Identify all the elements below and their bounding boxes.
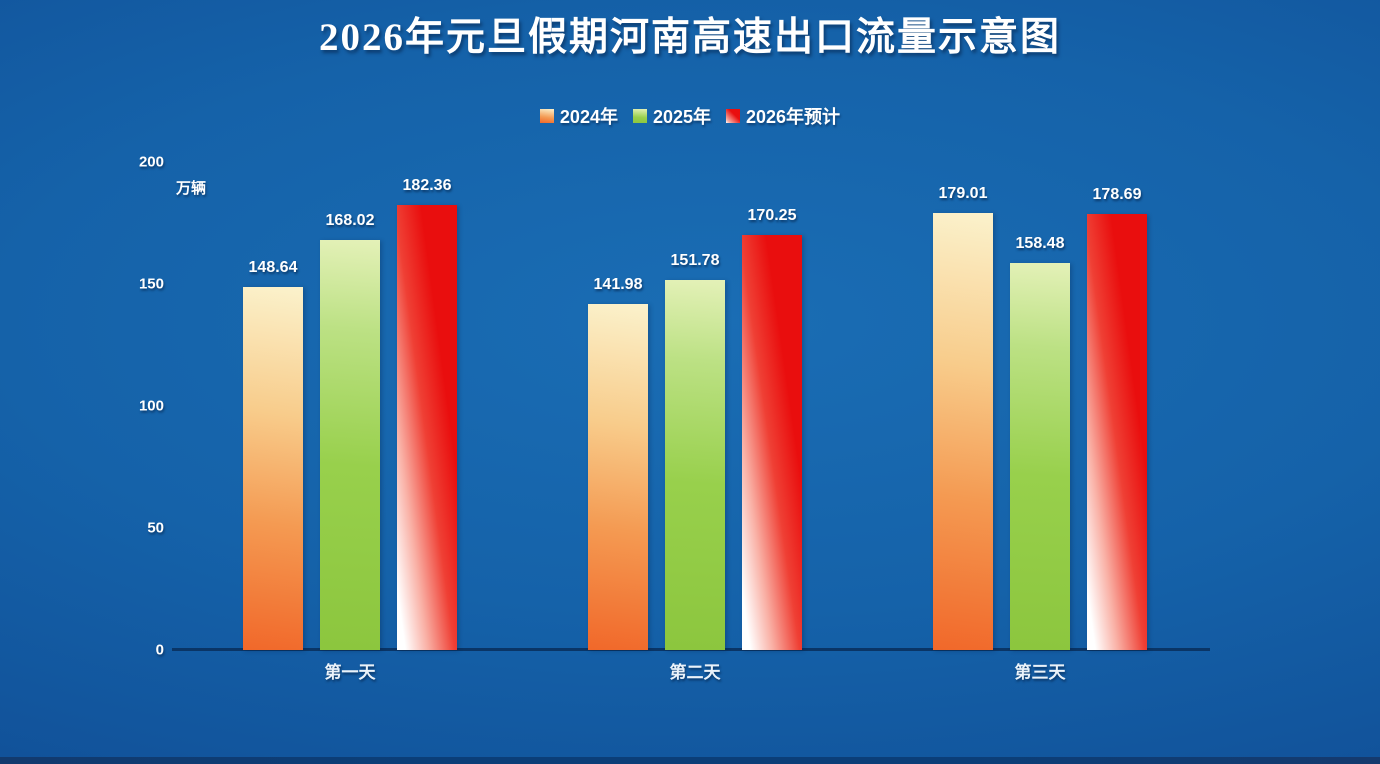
x-axis-category-label: 第二天 [669,663,721,682]
x-axis-category-label: 第三天 [1014,663,1066,682]
bar-2026年预计-第二天 [742,234,802,650]
legend-label: 2025年 [652,107,712,127]
bottom-edge-strip [0,757,1380,764]
bar-2024年-第三天 [933,213,993,650]
legend: 2024年 2025年 2026年预计 [0,103,1380,129]
bar-value-label: 141.98 [593,275,643,293]
bar-2025年-第二天 [665,279,725,650]
legend-item: 2025年 [632,103,712,129]
bar-value-label: 182.36 [402,177,452,195]
legend-color-swatch [726,109,741,123]
chart-title: 2026年元旦假期河南高速出口流量示意图 [318,16,1061,59]
bar-2024年-第二天 [588,303,648,650]
y-axis-tick-label: 100 [138,397,164,415]
y-axis-tick-label: 50 [147,519,164,537]
bar-2026年预计-第三天 [1087,214,1147,650]
bar-value-label: 168.02 [325,212,375,230]
legend-label: 2024年 [559,107,618,127]
y-axis-tick-label: 150 [138,275,164,293]
bar-2026年预计-第一天 [397,205,457,650]
bar-value-label: 148.64 [248,259,298,277]
legend-item: 2024年 [539,103,618,129]
legend-color-swatch [632,109,647,123]
bar-value-label: 151.78 [670,251,720,269]
y-axis-tick-label: 200 [138,153,164,171]
legend-label: 2026年预计 [746,107,841,127]
bar-value-label: 170.25 [747,206,797,224]
legend-item: 2026年预计 [726,103,840,129]
x-axis-category-label: 第一天 [324,663,376,682]
bar-2025年-第三天 [1010,263,1070,650]
bar-2024年-第一天 [243,287,303,650]
y-axis-unit-label: 万辆 [176,180,207,197]
bar-value-label: 178.69 [1092,185,1142,203]
bar-value-label: 158.48 [1015,235,1065,253]
bar-value-label: 179.01 [938,185,988,203]
y-axis-tick-label: 0 [155,641,164,659]
bar-2025年-第一天 [320,240,380,650]
legend-color-swatch [539,109,554,123]
